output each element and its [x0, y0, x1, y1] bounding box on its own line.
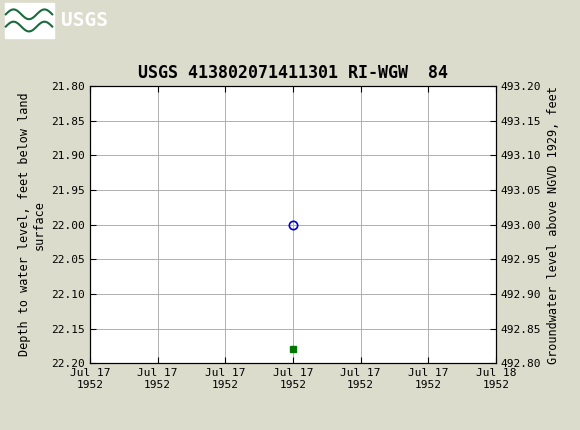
Y-axis label: Depth to water level, feet below land
surface: Depth to water level, feet below land su…: [18, 93, 46, 356]
FancyBboxPatch shape: [5, 3, 54, 37]
Y-axis label: Groundwater level above NGVD 1929, feet: Groundwater level above NGVD 1929, feet: [547, 86, 560, 364]
Text: USGS: USGS: [61, 11, 108, 30]
Title: USGS 413802071411301 RI-WGW  84: USGS 413802071411301 RI-WGW 84: [138, 64, 448, 82]
Legend: Period of approved data: Period of approved data: [195, 428, 390, 430]
